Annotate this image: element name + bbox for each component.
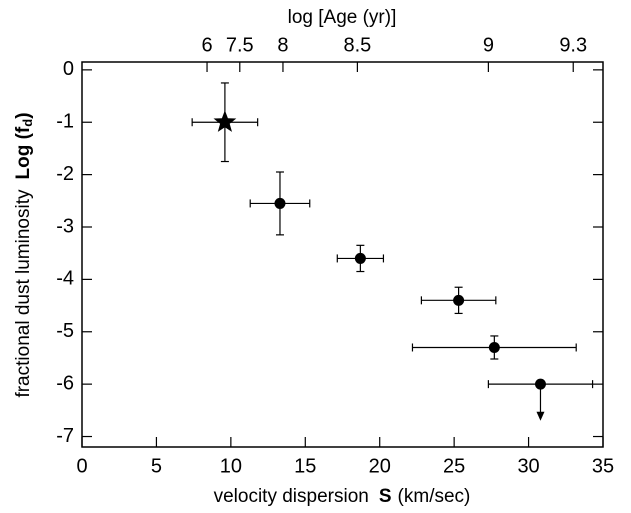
y-axis-label: fractional dust luminosity Log (fd)	[13, 112, 35, 397]
top-x-tick-label: 9	[483, 34, 494, 56]
y-tick-label: -1	[56, 111, 74, 133]
y-tick-label: -5	[56, 320, 74, 342]
x-tick-label: 5	[151, 455, 162, 477]
top-x-tick-label: 8.5	[343, 34, 371, 56]
x-axis-label: velocity dispersion S (km/sec)	[214, 486, 471, 507]
top-axis-label: log [Age (yr)]	[288, 7, 397, 28]
point-marker	[354, 252, 366, 264]
upper-limit-arrowhead	[536, 411, 545, 421]
y-tick-label: -7	[56, 425, 74, 447]
y-label-close: )	[13, 112, 34, 118]
x-label-text: velocity dispersion	[214, 486, 369, 507]
x-tick-label: 10	[220, 455, 242, 477]
top-x-tick-label: 6	[201, 34, 212, 56]
plot-frame	[81, 61, 604, 448]
x-tick-label: 25	[443, 455, 465, 477]
x-tick-label: 35	[592, 455, 614, 477]
y-label-text: fractional dust luminosity	[13, 189, 34, 398]
y-label-symbol: Log (f	[13, 126, 34, 179]
y-tick-label: -6	[56, 372, 74, 394]
x-tick-label: 15	[294, 455, 316, 477]
top-x-tick-label: 9.3	[559, 34, 587, 56]
x-label-unit: (km/sec)	[398, 486, 471, 507]
top-x-tick-label: 8	[277, 34, 288, 56]
point-marker	[488, 341, 500, 353]
point-marker	[274, 197, 286, 209]
y-tick-label: -2	[56, 163, 74, 185]
x-label-symbol: S	[379, 486, 392, 507]
x-tick-label: 0	[76, 455, 87, 477]
point-marker	[453, 294, 465, 306]
y-tick-label: -4	[56, 268, 74, 290]
top-x-tick-label: 7.5	[226, 34, 254, 56]
point-marker	[534, 378, 546, 390]
y-tick-label: 0	[63, 58, 74, 80]
x-tick-label: 30	[517, 455, 539, 477]
y-label-subscript: d	[20, 119, 35, 127]
star-marker	[213, 110, 237, 132]
y-tick-label: -3	[56, 215, 74, 237]
x-tick-label: 20	[369, 455, 391, 477]
